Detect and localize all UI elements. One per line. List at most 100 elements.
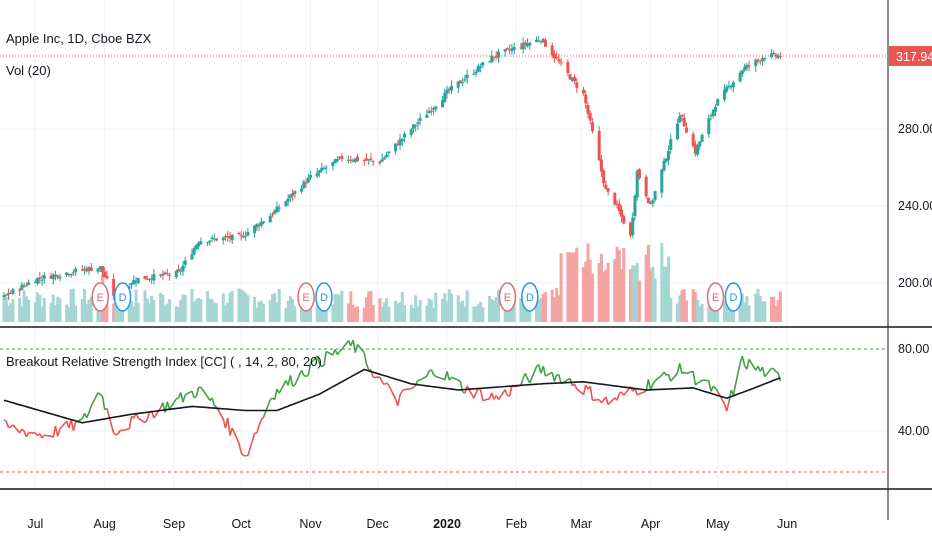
dividend-marker[interactable]: D: [115, 283, 131, 311]
rsi-segment: [123, 429, 130, 431]
candle: [316, 168, 319, 178]
rsi-segment: [42, 435, 44, 438]
candle: [302, 180, 305, 189]
rsi-segment: [107, 408, 114, 433]
candle: [356, 154, 359, 162]
dividend-marker[interactable]: D: [725, 283, 741, 311]
rsi-segment: [765, 368, 772, 377]
candle-body: [199, 241, 202, 244]
rsi-segment: [192, 391, 194, 398]
candle: [430, 106, 433, 115]
earnings-marker[interactable]: E: [499, 283, 515, 311]
rsi-segment: [91, 393, 98, 406]
candle-body: [607, 188, 610, 191]
rsi-segment: [700, 380, 702, 382]
candle-body: [275, 207, 278, 213]
rsi-segment: [702, 380, 709, 381]
rsi-segment: [449, 377, 451, 380]
candle: [748, 61, 751, 72]
volume-bar: [779, 291, 782, 322]
candle-body: [414, 125, 417, 126]
rsi-segment: [698, 382, 700, 383]
candle-body: [383, 158, 386, 160]
rsi-segment: [590, 386, 592, 400]
rsi-segment: [398, 395, 400, 406]
candle: [522, 37, 525, 53]
rsi-segment: [232, 428, 239, 443]
candle-body: [231, 235, 234, 240]
rsi-segment: [324, 351, 326, 365]
candle-body: [622, 216, 625, 224]
candle-body: [504, 49, 507, 52]
candle-body: [741, 70, 744, 74]
candle-body: [450, 86, 453, 91]
candle-body: [403, 134, 406, 138]
volume-bar: [481, 307, 484, 322]
candle-body: [215, 239, 218, 241]
volume-bar: [560, 253, 563, 322]
candle-body: [184, 261, 187, 265]
time-tick-label: Jul: [27, 517, 43, 531]
candle-body: [477, 66, 480, 72]
candle-body: [74, 269, 77, 272]
candle-body: [575, 82, 578, 87]
candle-body: [307, 178, 310, 183]
candle-body: [620, 209, 623, 216]
rsi-segment: [26, 433, 28, 437]
candle: [349, 156, 352, 164]
rsi-segment: [371, 370, 373, 378]
candle-body: [573, 77, 576, 81]
candle-body: [434, 107, 437, 110]
rsi-segment: [420, 376, 427, 380]
volume-bar: [654, 279, 657, 322]
candle: [347, 155, 350, 163]
rsi-segment: [389, 385, 396, 399]
candle-body: [678, 116, 681, 122]
candle-body: [701, 135, 704, 142]
candle-body: [589, 113, 592, 120]
candle-body: [246, 232, 249, 236]
rsi-segment: [575, 384, 577, 389]
candle-body: [582, 90, 585, 94]
candle: [199, 237, 202, 245]
indicator-tick-label: 80.00: [898, 342, 929, 356]
rsi-segment: [727, 402, 729, 411]
candle: [504, 49, 507, 57]
candle: [161, 270, 164, 280]
candle: [231, 234, 234, 244]
rsi-segment: [776, 372, 778, 373]
dividend-marker[interactable]: D: [316, 283, 332, 311]
rsi-segment: [261, 417, 263, 419]
candle-body: [137, 278, 140, 283]
dividend-marker[interactable]: D: [522, 283, 538, 311]
candle-body: [41, 280, 44, 281]
rsi-segment: [682, 372, 684, 373]
candle-body: [278, 208, 281, 209]
candle-body: [698, 141, 701, 146]
earnings-marker[interactable]: E: [92, 283, 108, 311]
earnings-marker[interactable]: E: [298, 283, 314, 311]
candle-body: [555, 57, 558, 58]
candle-body: [513, 47, 516, 50]
chart-title: Apple Inc, 1D, Cboe BZX: [6, 31, 151, 46]
candle-body: [493, 57, 496, 58]
candle: [513, 43, 516, 55]
rsi-segment: [8, 427, 10, 428]
volume-bar: [215, 303, 218, 322]
rsi-segment: [183, 395, 185, 402]
candle-body: [714, 107, 717, 112]
candle-body: [481, 62, 484, 65]
rsi-segment: [387, 383, 389, 385]
candle: [27, 280, 30, 286]
candle-body: [544, 40, 547, 47]
candle: [638, 168, 641, 180]
rsi-segment: [606, 397, 608, 405]
rsi-segment: [505, 390, 507, 396]
volume-bar: [419, 300, 422, 322]
volume-bar: [137, 303, 140, 322]
candle: [732, 81, 735, 93]
earnings-marker[interactable]: E: [708, 283, 724, 311]
rsi-segment: [521, 378, 523, 385]
